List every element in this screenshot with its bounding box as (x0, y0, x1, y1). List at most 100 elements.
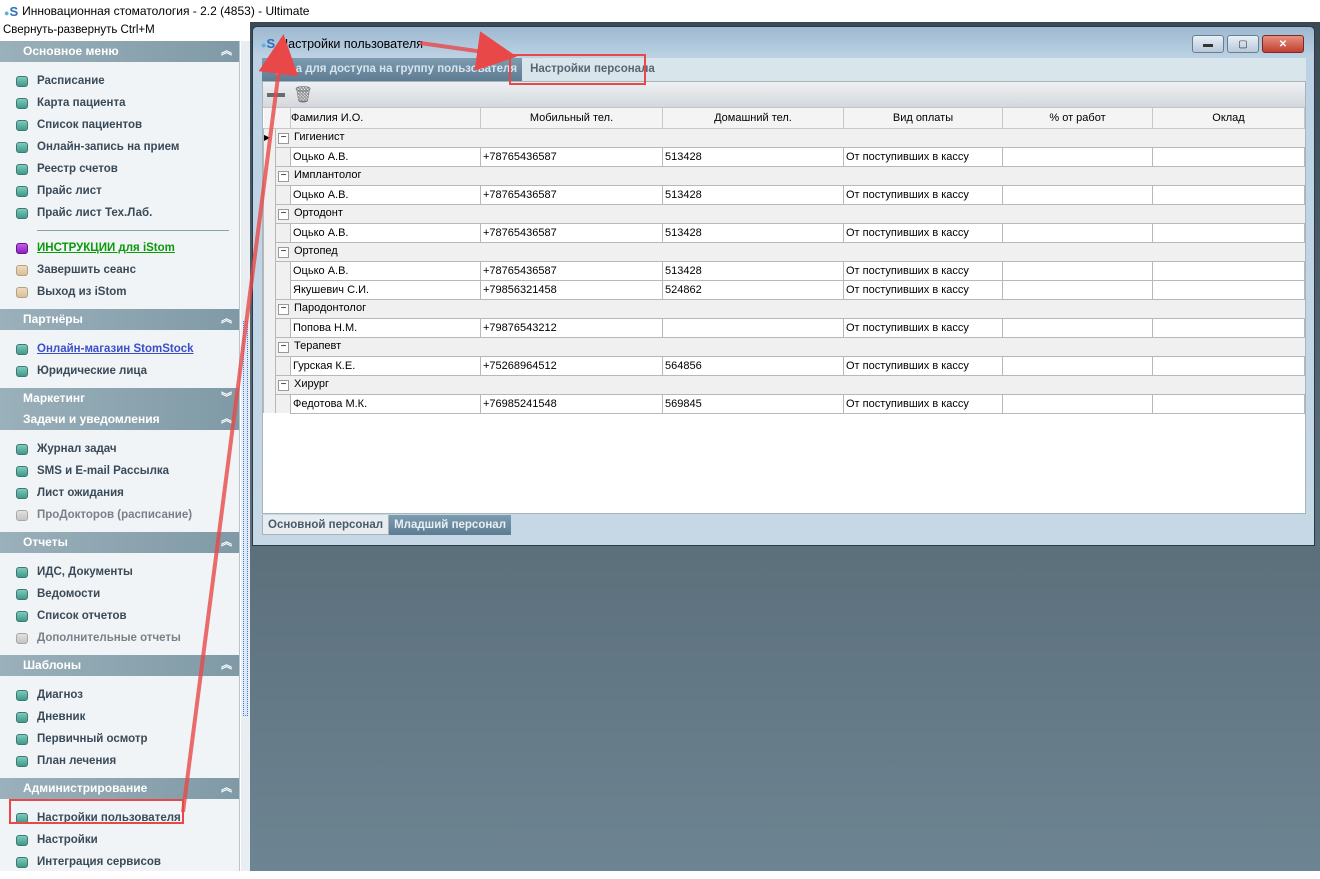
group-row[interactable]: ▶ − Гигиенист (263, 127, 1305, 148)
collapse-icon[interactable]: − (278, 209, 289, 220)
table-cell[interactable]: +75268964512 (480, 355, 663, 376)
table-cell[interactable]: +79856321458 (480, 279, 663, 300)
section-header[interactable]: Задачи и уведомления ︽ (0, 409, 239, 430)
sidebar-item[interactable]: Онлайн-магазин StomStock (0, 338, 239, 360)
table-cell[interactable] (1002, 146, 1153, 167)
table-cell[interactable] (1002, 184, 1153, 205)
table-cell[interactable] (1152, 146, 1305, 167)
chevron-down-icon[interactable]: ︾ (221, 392, 232, 404)
group-row[interactable]: − Терапевт (263, 336, 1305, 357)
table-row[interactable]: Гурская К.Е. +75268964512 564856 От поступи… (263, 355, 1305, 376)
table-cell[interactable] (1152, 222, 1305, 243)
table-cell[interactable] (1152, 393, 1305, 414)
sidebar-item[interactable]: Дополнительные отчеты (0, 627, 239, 649)
table-cell[interactable]: +78765436587 (480, 222, 663, 243)
group-header[interactable]: − Гигиенист (275, 127, 1305, 148)
sidebar-item[interactable]: Настройки (0, 829, 239, 851)
table-row[interactable]: Оцько А.В. +78765436587 513428 От поступивш… (263, 184, 1305, 205)
chevron-up-icon[interactable]: ︽ (221, 659, 232, 671)
table-cell[interactable]: 513428 (662, 260, 844, 281)
table-cell[interactable]: +78765436587 (480, 146, 663, 167)
section-header[interactable]: Шаблоны ︽ (0, 655, 239, 676)
group-row[interactable]: − Ортопед (263, 241, 1305, 262)
table-cell[interactable]: 524862 (662, 279, 844, 300)
sidebar-item[interactable]: Дневник (0, 706, 239, 728)
remove-icon[interactable] (267, 92, 285, 97)
table-cell[interactable]: +78765436587 (480, 184, 663, 205)
column-header[interactable]: Фамилия И.О. (290, 108, 481, 129)
table-cell[interactable] (1152, 279, 1305, 300)
sidebar-item[interactable]: Прайс лист (0, 180, 239, 202)
section-header[interactable]: Администрирование ︽ (0, 778, 239, 799)
table-cell[interactable]: 513428 (662, 222, 844, 243)
sidebar-item[interactable]: Интеграция сервисов (0, 851, 239, 873)
table-cell[interactable]: От поступивших в кассу (843, 279, 1003, 300)
table-cell[interactable]: Оцько А.В. (290, 184, 481, 205)
collapse-icon[interactable]: − (278, 304, 289, 315)
sidebar-item[interactable]: Список отчетов (0, 605, 239, 627)
group-header[interactable]: − Ортодонт (275, 203, 1305, 224)
table-cell[interactable]: 569845 (662, 393, 844, 414)
table-row[interactable]: Попова Н.М. +79876543212 От поступивших в … (263, 317, 1305, 338)
section-header[interactable]: Основное меню ︽ (0, 41, 239, 62)
chevron-up-icon[interactable]: ︽ (221, 536, 232, 548)
sidebar-item[interactable]: ИНСТРУКЦИИ для iStom (0, 237, 239, 259)
sidebar-item[interactable]: Прайс лист Тех.Лаб. (0, 202, 239, 224)
table-row[interactable]: Оцько А.В. +78765436587 513428 От поступивш… (263, 146, 1305, 167)
table-cell[interactable]: Федотова М.К. (290, 393, 481, 414)
table-cell[interactable]: 564856 (662, 355, 844, 376)
tab-staff-settings[interactable]: Настройки персонала (530, 63, 655, 75)
group-row[interactable]: − Пародонтолог (263, 298, 1305, 319)
trash-icon[interactable]: 🗑 (293, 86, 314, 104)
table-cell[interactable]: 513428 (662, 146, 844, 167)
sidebar-item[interactable]: Ведомости (0, 583, 239, 605)
sidebar-item[interactable]: Юридические лица (0, 360, 239, 382)
collapse-icon[interactable]: − (278, 380, 289, 391)
close-button[interactable]: ✕ (1262, 35, 1304, 53)
minimize-button[interactable]: ▬ (1192, 35, 1224, 53)
sidebar-item[interactable]: Выход из iStom (0, 281, 239, 303)
table-cell[interactable] (1152, 317, 1305, 338)
sidebar-item[interactable]: Завершить сеанс (0, 259, 239, 281)
table-cell[interactable]: От поступивших в кассу (843, 222, 1003, 243)
section-header[interactable]: Маркетинг ︾ (0, 388, 239, 409)
chevron-up-icon[interactable]: ︽ (221, 313, 232, 325)
tab-main-staff[interactable]: Основной персонал (262, 515, 390, 535)
table-cell[interactable] (1002, 317, 1153, 338)
sidebar-item[interactable]: Первичный осмотр (0, 728, 239, 750)
sidebar-splitter[interactable] (241, 41, 250, 871)
collapse-icon[interactable]: − (278, 171, 289, 182)
table-cell[interactable]: Оцько А.В. (290, 260, 481, 281)
tab-group-access[interactable]: Права для доступа на группу пользователя (262, 58, 523, 81)
table-cell[interactable]: 513428 (662, 184, 844, 205)
sidebar-item[interactable]: Реестр счетов (0, 158, 239, 180)
sidebar-item[interactable]: Онлайн-запись на прием (0, 136, 239, 158)
collapse-icon[interactable]: − (278, 133, 289, 144)
group-row[interactable]: − Ортодонт (263, 203, 1305, 224)
sidebar-item[interactable]: SMS и E-mail Рассылка (0, 460, 239, 482)
column-header[interactable]: Домашний тел. (662, 108, 844, 129)
table-cell[interactable] (1002, 222, 1153, 243)
section-header[interactable]: Партнёры ︽ (0, 309, 239, 330)
group-header[interactable]: − Хирург (275, 374, 1305, 395)
group-header[interactable]: − Пародонтолог (275, 298, 1305, 319)
maximize-button[interactable]: ▢ (1227, 35, 1259, 53)
table-cell[interactable]: Попова Н.М. (290, 317, 481, 338)
table-row[interactable]: Оцько А.В. +78765436587 513428 От поступивш… (263, 222, 1305, 243)
sidebar-item[interactable]: Расписание (0, 70, 239, 92)
sidebar-item[interactable]: Список пациентов (0, 114, 239, 136)
group-header[interactable]: − Ортопед (275, 241, 1305, 262)
table-cell[interactable] (1002, 355, 1153, 376)
collapse-icon[interactable]: − (278, 342, 289, 353)
table-cell[interactable]: От поступивших в кассу (843, 184, 1003, 205)
table-cell[interactable] (662, 317, 844, 338)
group-row[interactable]: − Имплантолог (263, 165, 1305, 186)
table-row[interactable]: Федотова М.К. +76985241548 569845 От поступ… (263, 393, 1305, 414)
table-cell[interactable]: От поступивших в кассу (843, 317, 1003, 338)
table-cell[interactable]: Гурская К.Е. (290, 355, 481, 376)
table-cell[interactable] (1002, 260, 1153, 281)
table-cell[interactable]: От поступивших в кассу (843, 146, 1003, 167)
table-cell[interactable] (1152, 184, 1305, 205)
table-row[interactable]: Якушевич С.И. +79856321458 524862 От поступ… (263, 279, 1305, 300)
sidebar-item[interactable]: Настройки пользователя (0, 807, 239, 829)
